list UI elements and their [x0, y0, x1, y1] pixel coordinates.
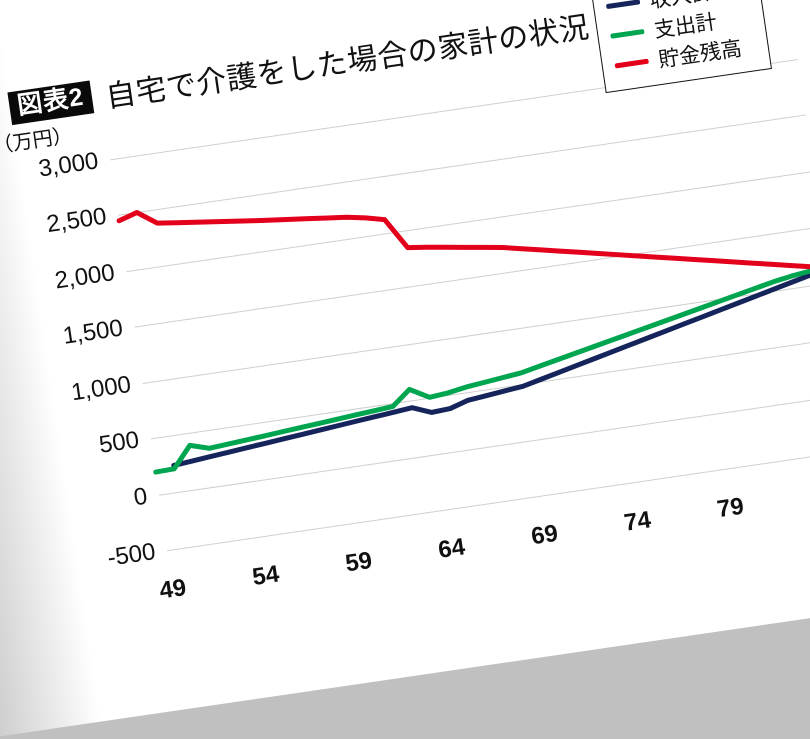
- y-axis-tick-label: 0: [131, 482, 150, 511]
- y-axis-tick-label: 1,000: [69, 370, 133, 406]
- y-axis-tick-label: 2,000: [53, 258, 117, 295]
- x-axis-tick-label: 64: [436, 533, 467, 564]
- x-axis-tick-label: 79: [715, 492, 746, 524]
- series-lines: [116, 209, 810, 475]
- y-axis-tick-label: 1,500: [61, 314, 125, 351]
- y-axis-tick-label: -500: [105, 538, 158, 572]
- legend-color-swatch: [614, 58, 649, 68]
- x-axis-tick-label: 49: [157, 574, 189, 605]
- x-axis-tick-label: 74: [622, 506, 653, 537]
- x-axis-tick-label: 54: [250, 560, 281, 592]
- plot-area: 3,000 2,500 2,000 1,500 1,000 500 0 -500 49 54 59…: [37, 59, 810, 605]
- chart-container: （万円） 3,000 2,500 2,000 1,500 1,000 500 0 -500 4…: [0, 0, 810, 618]
- legend-color-swatch: [610, 28, 645, 39]
- x-axis-tick-label: 59: [343, 546, 374, 578]
- series-line: [153, 263, 810, 475]
- figure-badge: 図表2: [7, 80, 95, 125]
- series-line: [116, 209, 810, 271]
- x-axis-tick-label: 69: [529, 519, 560, 551]
- y-axis-tick-label: 500: [97, 426, 141, 459]
- legend-color-swatch: [605, 0, 641, 9]
- series-line: [171, 266, 810, 468]
- y-axis-tick-label: 2,500: [44, 203, 109, 239]
